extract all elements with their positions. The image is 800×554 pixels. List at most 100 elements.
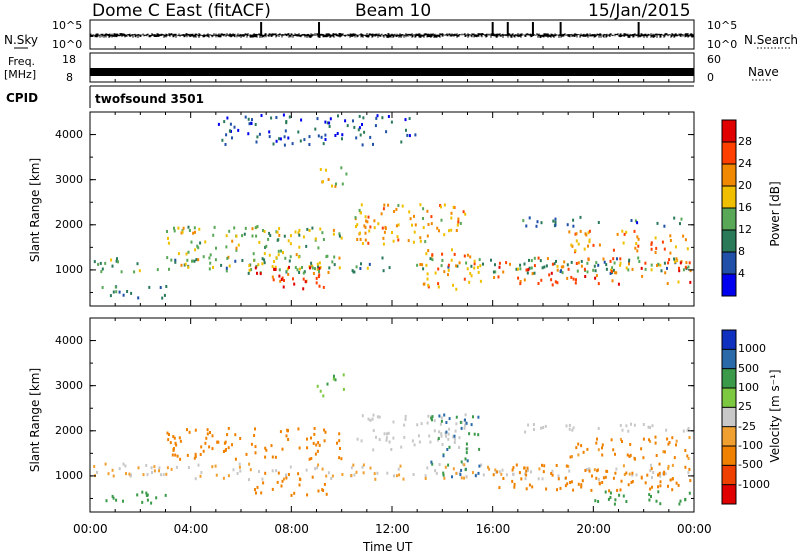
velocity-echo-region-1 [105,490,167,505]
velocity-colorbar-label: Velocity [m s⁻¹] [768,369,782,463]
velocity-colorbar-band-0 [722,484,736,504]
xtick-label-0: 00:00 [73,522,108,536]
power-colorbar-band-0 [722,274,736,296]
velocity-colorbar [721,329,737,505]
velocity-colorbar-tick-3: 25 [738,400,752,414]
velocity-colorbar-frame [721,329,737,505]
velocity-colorbar-band-7 [722,349,736,369]
x-axis-label: Time UT [363,540,413,554]
strip-traces [89,22,695,82]
power-echo-region-2 [166,225,343,273]
cpid-label: CPID [6,91,39,105]
power-colorbar-tick-2: 12 [738,223,752,236]
power-echo-cells [93,113,692,300]
velocity-ytick-label-1: 2000 [55,423,83,437]
power-colorbar-tick-3: 16 [738,201,752,214]
power-echo-region-7 [493,256,692,287]
power-ytick-label-0: 1000 [55,262,83,276]
power-colorbar-tick-1: 8 [738,245,745,258]
velocity-ytick-label-3: 4000 [55,333,83,347]
power-panel-frame [89,111,695,307]
freq-label-1: Freq. [8,55,36,68]
velocity-ylabel: Slant Range [km] [28,367,42,473]
velocity-echo-region-5 [356,413,469,452]
velocity-colorbar-band-5 [722,388,736,408]
power-echo-region-4 [319,166,348,188]
velocity-echo-region-10 [524,422,690,434]
power-colorbar-band-5 [722,164,736,186]
velocity-colorbar-band-2 [722,446,736,466]
velocity-echo-region-4 [316,373,345,398]
xtick-label-4: 16:00 [475,522,511,536]
velocity-colorbar-tick-4: -25 [738,419,756,433]
nsearch-tick-top: 10^5 [707,19,738,32]
velocity-colorbar-tick-7: -1000 [738,477,770,491]
velocity-panel-frame [89,317,695,513]
power-ytick-label-2: 3000 [55,172,83,186]
power-ytick-label-3: 4000 [55,127,83,141]
velocity-echo-region-6 [430,413,481,479]
power-echo-region-8 [568,229,689,255]
velocity-echo-cells [93,373,692,506]
velocity-colorbar-band-6 [722,368,736,388]
velocity-echo-region-3 [254,471,328,497]
freq-label-2: [MHz] [4,68,37,81]
power-colorbar-band-1 [722,252,736,274]
velocity-echo-region-0 [93,462,690,482]
power-colorbar-tick-5: 24 [738,157,752,170]
power-colorbar-label: Power [dB] [768,181,782,247]
power-echo-region-9 [522,215,683,228]
power-colorbar-band-6 [722,142,736,164]
xtick-label-2: 08:00 [274,522,309,536]
nsky-trace [90,33,694,38]
beam-title: Beam 10 [355,1,432,21]
nave-tick-top: 60 [707,53,721,66]
velocity-colorbar-tick-1: 500 [738,361,759,375]
freq-trace [90,68,694,76]
velocity-colorbar-tick-0: 1000 [738,342,766,356]
power-colorbar-band-2 [722,230,736,252]
power-colorbar-band-7 [722,120,736,142]
power-colorbar-tick-0: 4 [738,267,745,280]
date-title: 15/Jan/2015 [588,1,691,21]
freq-tick-top: 18 [62,53,76,66]
xtick-label-6: 00:00 [677,522,712,536]
power-echo-region-10 [217,113,417,147]
velocity-colorbar-band-4 [722,407,736,427]
power-ytick-label-1: 2000 [55,217,83,231]
velocity-colorbar-band-3 [722,426,736,446]
velocity-colorbar-tick-6: -500 [738,458,763,472]
power-colorbar-tick-4: 20 [738,179,752,192]
power-colorbar-tick-6: 28 [738,135,752,148]
power-echo-region-3 [254,265,330,291]
velocity-colorbar-tick-2: 100 [738,381,759,394]
station-title: Dome C East (fitACF) [92,1,271,21]
xtick-label-3: 12:00 [375,522,410,536]
velocity-ytick-label-0: 1000 [55,468,83,482]
velocity-echo-region-9 [569,435,691,461]
power-panel [89,111,695,307]
velocity-colorbar-band-1 [722,465,736,485]
velocity-ytick-label-2: 3000 [55,378,83,392]
velocity-panel [89,317,695,513]
xtick-label-5: 20:00 [576,522,611,536]
nsearch-label: N.Search [744,33,799,47]
velocity-colorbar-band-8 [722,330,736,350]
freq-tick-bottom: 8 [66,71,73,84]
xtick-label-1: 04:00 [173,522,209,536]
velocity-echo-region-8 [594,490,691,506]
nave-label: Nave [748,65,779,79]
freq-strip-frame [89,52,695,83]
velocity-colorbar-tick-5: -100 [738,439,763,452]
nsky-tick-bottom: 10^0 [52,38,83,51]
power-echo-region-0 [93,256,690,275]
power-colorbar-band-3 [722,208,736,230]
nsky-tick-top: 10^5 [52,19,83,32]
nsky-label: N.Sky [4,33,39,47]
power-echo-region-1 [101,285,168,300]
power-colorbar [721,119,737,297]
power-ylabel: Slant Range [km] [28,157,42,263]
velocity-echo-region-7 [492,462,692,493]
power-echo-region-5 [354,203,467,246]
